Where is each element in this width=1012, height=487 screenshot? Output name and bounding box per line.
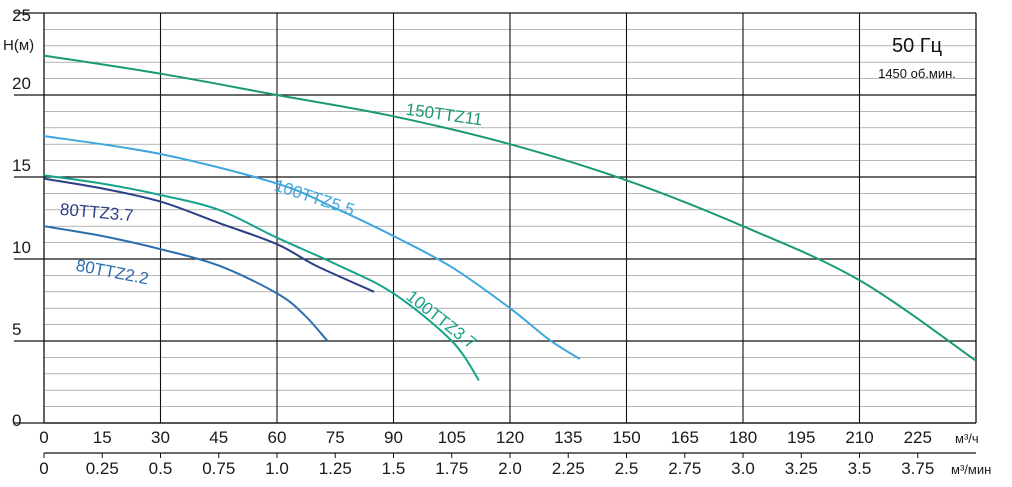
x2-tick-label: 1.75: [435, 459, 468, 478]
series-line-150ttz11: [43, 54, 977, 362]
x-axis-unit: м³/ч: [955, 431, 979, 446]
x-tick-label: 165: [671, 428, 699, 447]
series-line-80ttz2-2: [43, 225, 329, 342]
frequency-annotation: 50 Гц: [892, 35, 942, 57]
series-label-80ttz2-2: 80TTZ2.2: [74, 256, 150, 289]
x2-axis-unit: м³/мин: [951, 462, 991, 477]
x-tick-label: 30: [151, 428, 170, 447]
y-tick-label: 20: [12, 74, 31, 93]
x-tick-label: 45: [209, 428, 228, 447]
y-tick-label: 25: [12, 6, 31, 25]
x2-tick-label: 0.75: [202, 459, 235, 478]
x-tick-label: 0: [39, 428, 48, 447]
y-tick-label: 0: [12, 411, 21, 430]
series-label-100ttz3-7: 100TTZ3.7: [403, 287, 480, 353]
x-tick-label: 135: [554, 428, 582, 447]
series-line-100ttz5-5: [43, 135, 581, 360]
y-axis-label: H(м): [3, 37, 34, 54]
x2-tick-label: 3.75: [901, 459, 934, 478]
x2-tick-label: 0.5: [149, 459, 173, 478]
x-tick-label: 105: [438, 428, 466, 447]
speed-annotation: 1450 об.мин.: [878, 66, 956, 81]
y-tick-label: 10: [12, 238, 31, 257]
x2-tick-label: 2.75: [668, 459, 701, 478]
series-label-100ttz5-5: 100TTZ5.5: [272, 176, 357, 220]
y-tick-label: 15: [12, 156, 31, 175]
x-tick-label: 195: [787, 428, 815, 447]
axes: [43, 13, 977, 458]
series-line-80ttz3-7: [43, 177, 375, 293]
series-label-150ttz11: 150TTZ11: [405, 100, 484, 130]
x2-tick-label: 2.0: [498, 459, 522, 478]
series-lines: [43, 54, 977, 381]
x2-tick-label: 1.25: [319, 459, 352, 478]
series-line-100ttz3-7: [43, 174, 480, 381]
x2-tick-label: 2.25: [552, 459, 585, 478]
x-tick-label: 150: [612, 428, 640, 447]
x-tick-label: 90: [384, 428, 403, 447]
x2-tick-label: 1.5: [382, 459, 406, 478]
tick-labels: 0 5 10 15 20 25 0 15 30 45 60 75 90 105 120 135 150 165 18…: [12, 6, 934, 478]
x-tick-label: 60: [268, 428, 287, 447]
x2-tick-label: 1.0: [265, 459, 289, 478]
x-tick-label: 15: [93, 428, 112, 447]
x2-tick-label: 3.25: [785, 459, 818, 478]
grid: [14, 12, 976, 424]
series-label-80ttz3-7: 80TTZ3.7: [59, 200, 134, 225]
x-tick-label: 210: [845, 428, 873, 447]
x-tick-label: 120: [496, 428, 524, 447]
x2-tick-label: 3.0: [731, 459, 755, 478]
x-tick-label: 180: [729, 428, 757, 447]
x-tick-label: 75: [326, 428, 345, 447]
x2-tick-label: 3.5: [848, 459, 872, 478]
y-tick-label: 5: [12, 320, 21, 339]
x-tick-label: 225: [904, 428, 932, 447]
x2-tick-label: 2.5: [615, 459, 639, 478]
x2-tick-label: 0.25: [86, 459, 119, 478]
x2-tick-label: 0: [39, 459, 48, 478]
